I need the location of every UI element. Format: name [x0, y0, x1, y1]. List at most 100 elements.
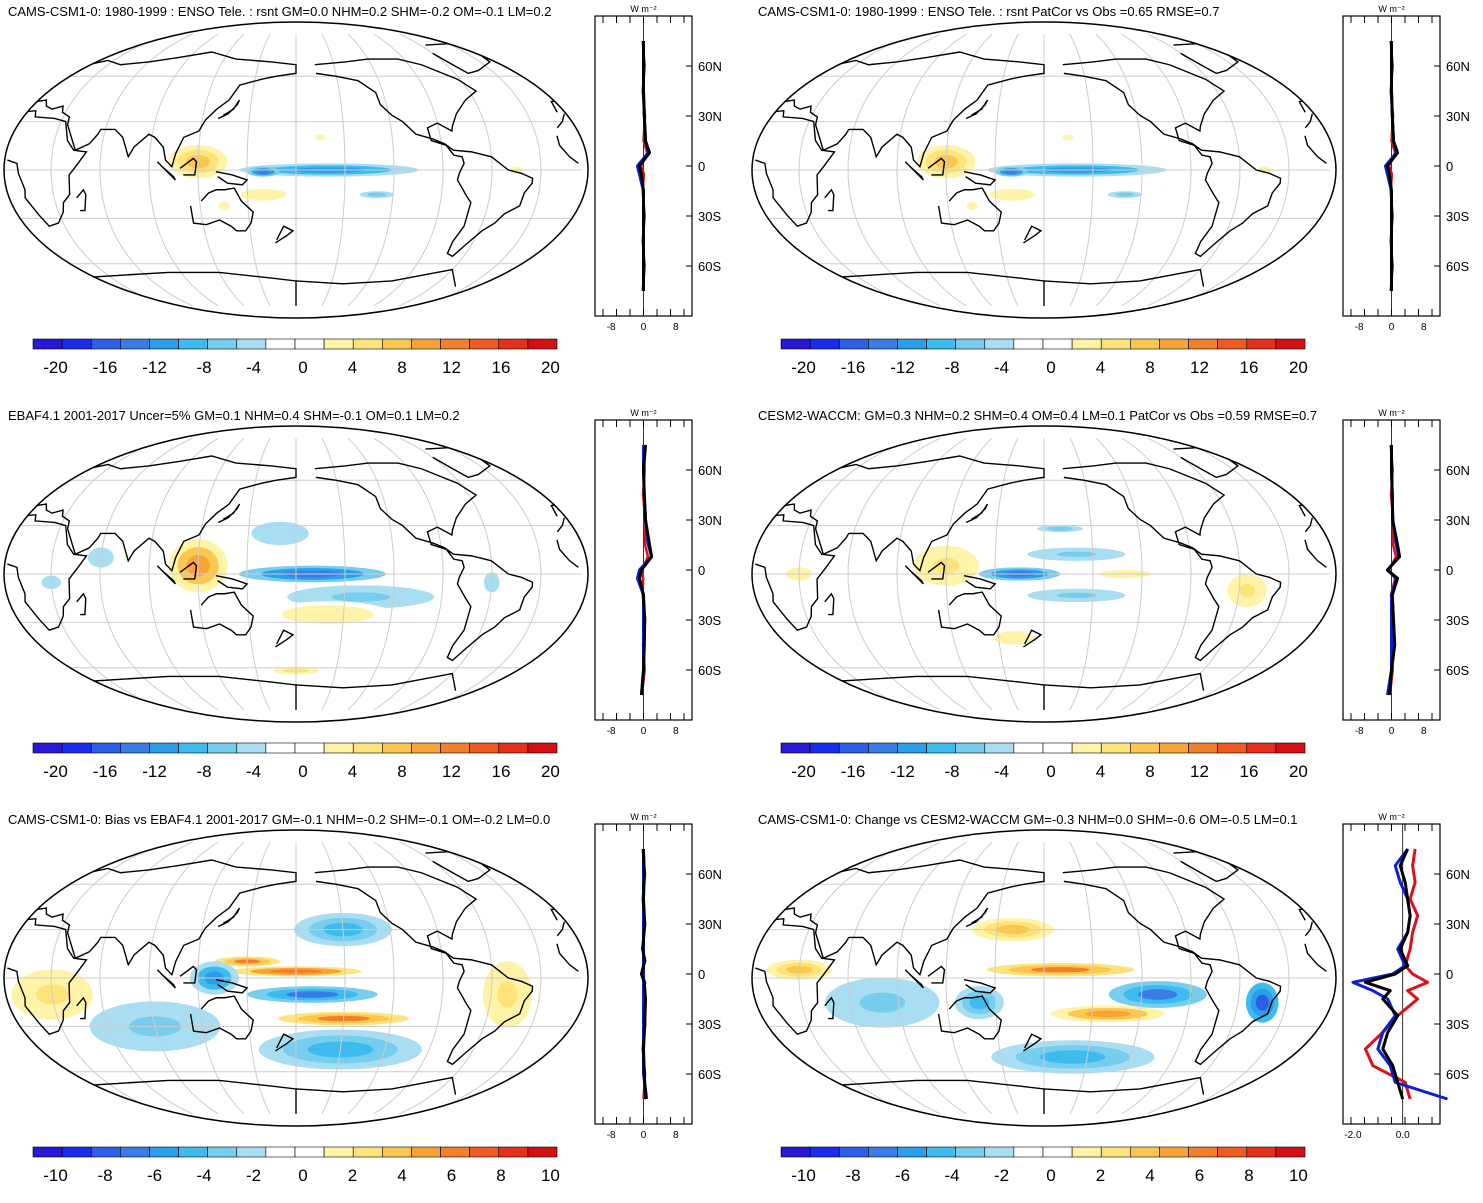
- colorbar-swatch: [1275, 742, 1306, 754]
- coastline: [189, 995, 255, 1040]
- coastline: [937, 591, 1003, 636]
- latitude-tick-label: 60S: [1446, 259, 1469, 274]
- colorbar-swatch: [809, 338, 840, 350]
- colorbar-swatch: [527, 742, 558, 754]
- anomaly-contour: [1115, 192, 1135, 197]
- world-map: [3, 21, 589, 319]
- zonal-mean-plot: W m⁻² 60N 30N 0 30S 60S -8 0 8: [594, 812, 722, 1140]
- colorbar-tick-label: -8: [845, 1166, 860, 1185]
- coastline: [215, 978, 249, 994]
- anomaly-contour: [286, 991, 339, 998]
- anomaly-contour: [1138, 989, 1178, 1000]
- coastline: [75, 1079, 297, 1114]
- longitude-line: [1095, 33, 1143, 307]
- world-map: [3, 829, 589, 1127]
- colorbar-swatch: [868, 338, 898, 350]
- zonal-tick-label: 0: [641, 322, 647, 332]
- longitude-line: [50, 33, 167, 307]
- longitude-line: [197, 437, 245, 711]
- coastline: [1062, 58, 1282, 258]
- colorbar-swatch: [265, 1146, 296, 1158]
- longitude-line: [197, 33, 245, 307]
- colorbar-swatch: [178, 1146, 208, 1158]
- colorbar-swatch: [809, 1146, 840, 1158]
- coastline: [823, 271, 1045, 306]
- colorbar-swatch: [382, 742, 412, 754]
- colorbar-tick-label: 8: [1145, 762, 1154, 781]
- latitude-tick-label: 30N: [698, 513, 722, 528]
- anomaly-contour: [966, 201, 978, 210]
- colorbar-swatch: [120, 742, 150, 754]
- colorbar-swatch: [1042, 1146, 1073, 1158]
- latitude-tick-label: 0: [698, 563, 705, 578]
- colorbar-swatch: [61, 1146, 92, 1158]
- latitude-tick-label: 30S: [698, 1017, 721, 1032]
- coastline: [7, 917, 88, 1036]
- coastline: [295, 672, 457, 691]
- longitude-line: [399, 437, 493, 711]
- colorbar: -20 -16 -12 -8 -4 0 4 8 12 16 20: [780, 742, 1308, 781]
- colorbar-swatch: [440, 338, 470, 350]
- coastline: [778, 859, 1045, 977]
- longitude-line: [994, 33, 1019, 307]
- coastline: [156, 565, 176, 585]
- colorbar-swatch: [1130, 1146, 1160, 1158]
- colorbar-tick-label: -8: [944, 358, 959, 377]
- zonal-tick-label: -8: [607, 322, 616, 332]
- colorbar-tick-label: -4: [246, 762, 261, 781]
- longitude-line: [50, 437, 167, 711]
- colorbar-swatch: [1217, 742, 1248, 754]
- zonal-tick-label: 8: [673, 1130, 679, 1140]
- coastline: [275, 629, 295, 648]
- longitude-line: [994, 437, 1019, 711]
- colorbar-swatch: [527, 338, 558, 350]
- colorbar-tick-label: -2: [246, 1166, 261, 1185]
- zonal-tick-label: 8: [1421, 322, 1427, 332]
- latitude-tick-label: 0: [698, 967, 705, 982]
- colorbar-tick-label: 16: [491, 358, 510, 377]
- coastline: [823, 1079, 1045, 1114]
- colorbar-tick-label: 8: [1145, 358, 1154, 377]
- colorbar-swatch: [926, 1146, 956, 1158]
- panel-title: CAMS-CSM1-0: Change vs CESM2-WACCM GM=-0…: [758, 812, 1298, 827]
- coastline: [7, 513, 88, 632]
- longitude-line: [148, 841, 219, 1115]
- colorbar-swatch: [382, 1146, 412, 1158]
- colorbar-swatch: [90, 338, 121, 350]
- colorbar-tick-label: -12: [890, 762, 915, 781]
- colorbar-swatch: [1217, 338, 1248, 350]
- colorbar-swatch: [527, 1146, 558, 1158]
- colorbar-swatch: [1159, 1146, 1189, 1158]
- longitude-line: [425, 841, 542, 1115]
- colorbar-swatch: [1100, 1146, 1131, 1158]
- coastline: [823, 675, 1045, 710]
- colorbar-swatch: [1217, 1146, 1248, 1158]
- unit-label: W m⁻²: [1378, 812, 1404, 822]
- anomaly-contour: [1030, 967, 1090, 973]
- coastline: [755, 917, 836, 1036]
- longitude-line: [99, 437, 193, 711]
- colorbar-swatch: [809, 742, 840, 754]
- zonal-tick-label: -8: [607, 1130, 616, 1140]
- zonal-model-line: [639, 848, 648, 1100]
- anomaly-contour: [263, 526, 297, 541]
- colorbar-tick-label: 4: [1096, 762, 1105, 781]
- coastline: [963, 978, 997, 994]
- colorbar-tick-label: 16: [1239, 358, 1258, 377]
- zonal-model-line: [1385, 445, 1402, 696]
- longitude-line: [1147, 841, 1241, 1115]
- longitude-line: [347, 841, 395, 1115]
- colorbar-swatch: [897, 338, 927, 350]
- anomaly-contour: [1255, 994, 1269, 1011]
- colorbar-swatch: [294, 742, 325, 754]
- longitude-line: [1095, 841, 1143, 1115]
- coastline: [965, 907, 989, 928]
- coastline: [755, 109, 836, 228]
- colorbar-swatch: [236, 338, 267, 350]
- colorbar-swatch: [207, 1146, 238, 1158]
- colorbar-swatch: [469, 742, 500, 754]
- colorbar-swatch: [1188, 338, 1218, 350]
- coastline: [215, 574, 249, 590]
- colorbar-swatch: [323, 742, 354, 754]
- colorbar-swatch: [1071, 742, 1102, 754]
